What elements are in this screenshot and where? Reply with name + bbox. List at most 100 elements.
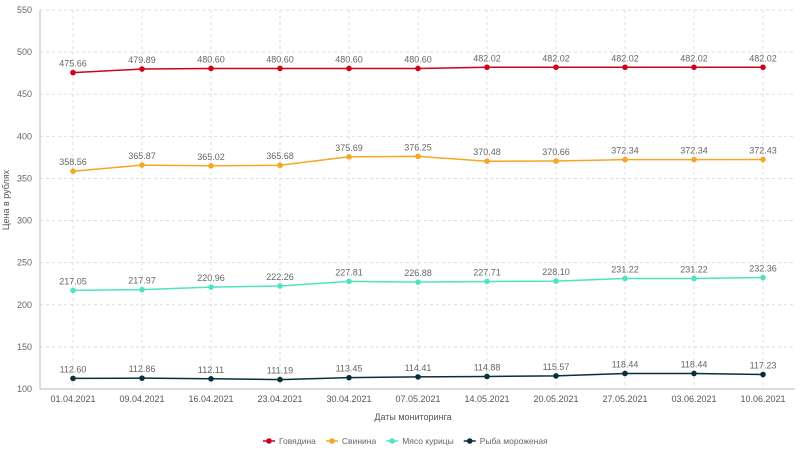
x-tick-label: 07.05.2021 — [395, 394, 440, 404]
data-point — [208, 284, 214, 290]
series-layer: 475.66 479.89 480.60 480.60 480.60 480.60 482.… — [59, 53, 777, 383]
x-tick-label: 09.04.2021 — [119, 394, 164, 404]
data-point — [415, 279, 421, 285]
legend-label: Говядина — [279, 436, 316, 446]
data-point — [277, 376, 283, 383]
data-label: 114.88 — [474, 362, 501, 372]
data-point — [553, 64, 559, 71]
data-label: 482.02 — [749, 53, 777, 63]
data-point — [277, 283, 283, 289]
legend-item: Свинина — [325, 436, 376, 446]
data-point — [346, 278, 352, 285]
data-point — [70, 69, 76, 76]
data-label: 480.60 — [266, 54, 294, 64]
data-label: 226.88 — [404, 268, 432, 278]
data-label: 112.11 — [198, 365, 224, 375]
data-label: 231.22 — [680, 264, 708, 274]
data-label: 227.71 — [473, 267, 501, 277]
data-point — [139, 66, 145, 72]
y-tick-label: 500 — [17, 47, 32, 57]
data-point — [277, 65, 283, 72]
data-label: 227.81 — [335, 267, 363, 277]
data-label: 217.05 — [59, 276, 87, 286]
x-tick-label: 30.04.2021 — [326, 394, 371, 404]
data-label: 480.60 — [335, 54, 363, 64]
data-point — [760, 371, 766, 378]
data-point — [484, 278, 490, 285]
data-point — [760, 64, 766, 71]
legend-item: Говядина — [263, 436, 316, 446]
legend-marker — [266, 438, 272, 444]
data-label: 118.44 — [612, 359, 639, 369]
data-point — [208, 162, 214, 169]
y-tick-label: 450 — [17, 89, 32, 99]
data-point — [277, 162, 283, 169]
data-label: 222.26 — [266, 272, 294, 282]
y-tick-label: 200 — [17, 300, 32, 310]
data-point — [622, 64, 628, 71]
y-tick-label: 350 — [17, 173, 32, 183]
data-point — [139, 375, 145, 381]
data-label: 112.60 — [60, 364, 87, 374]
legend-label: Рыба мороженая — [480, 436, 548, 446]
data-point — [208, 65, 214, 72]
data-label: 482.02 — [680, 53, 708, 63]
x-tick-label: 14.05.2021 — [464, 394, 509, 404]
data-label: 231.22 — [611, 264, 639, 274]
data-point — [139, 286, 145, 293]
series-1: 358.56 365.87 365.02 365.68 375.69 376.25 370.… — [59, 142, 777, 175]
data-label: 113.45 — [336, 364, 363, 374]
data-point — [346, 374, 352, 381]
data-label: 475.66 — [59, 59, 87, 69]
data-point — [691, 64, 697, 71]
data-point — [208, 376, 214, 382]
y-tick-label: 250 — [17, 258, 32, 268]
data-point — [553, 373, 559, 379]
data-label: 358.56 — [59, 157, 87, 167]
data-label: 217.97 — [128, 276, 156, 286]
data-point — [415, 65, 421, 72]
legend-marker — [389, 438, 395, 444]
data-point — [622, 156, 628, 163]
x-axis-title: Даты мониторинга — [374, 412, 451, 422]
data-label: 480.60 — [404, 54, 432, 64]
series-0: 475.66 479.89 480.60 480.60 480.60 480.60 482.… — [59, 53, 777, 76]
data-label: 365.68 — [266, 151, 294, 161]
x-tick-label: 27.05.2021 — [602, 394, 647, 404]
series-3: 112.60 112.86 112.11 111.19 113.45 114.41 114.… — [60, 359, 777, 383]
data-label: 376.25 — [404, 142, 432, 152]
data-label: 117.23 — [750, 360, 777, 370]
data-point — [760, 156, 766, 163]
data-point — [484, 373, 490, 380]
data-point — [484, 158, 490, 164]
y-tick-label: 550 — [17, 5, 32, 15]
data-label: 372.43 — [749, 146, 777, 156]
data-point — [415, 374, 421, 380]
data-point — [346, 154, 352, 160]
y-tick-label: 300 — [17, 216, 32, 226]
data-point — [691, 370, 697, 377]
data-label: 220.96 — [197, 273, 225, 283]
x-tick-label: 01.04.2021 — [50, 394, 95, 404]
y-tick-label: 100 — [17, 384, 32, 394]
data-label: 111.19 — [267, 366, 293, 376]
data-label: 372.34 — [680, 146, 708, 156]
legend-label: Мясо курицы — [402, 436, 454, 446]
x-tick-label: 03.06.2021 — [671, 394, 716, 404]
data-label: 480.60 — [197, 54, 225, 64]
y-tick-label: 400 — [17, 131, 32, 141]
data-label: 482.02 — [542, 53, 570, 63]
data-point — [760, 274, 766, 281]
data-label: 375.69 — [335, 143, 363, 153]
legend-item: Рыба мороженая — [463, 436, 548, 446]
x-tick-label: 10.06.2021 — [740, 394, 785, 404]
data-label: 482.02 — [473, 53, 501, 63]
data-point — [622, 370, 628, 377]
data-label: 114.41 — [405, 363, 432, 373]
data-point — [415, 153, 421, 160]
data-point — [70, 287, 76, 294]
data-label: 482.02 — [611, 53, 639, 63]
series-2: 217.05 217.97 220.96 222.26 227.81 226.88 227.… — [59, 264, 777, 294]
data-point — [553, 158, 559, 164]
